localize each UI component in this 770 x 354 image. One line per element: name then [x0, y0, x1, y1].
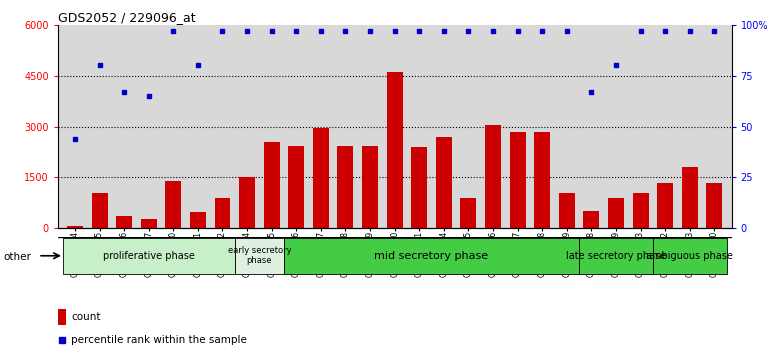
Bar: [681, 167, 698, 228]
Text: ambiguous phase: ambiguous phase: [646, 251, 733, 261]
Bar: [141, 219, 157, 228]
Bar: [288, 146, 304, 228]
Bar: [706, 183, 722, 228]
Text: percentile rank within the sample: percentile rank within the sample: [71, 335, 247, 346]
Bar: [313, 128, 329, 228]
Bar: [534, 132, 550, 228]
Bar: [559, 193, 574, 228]
Text: GDS2052 / 229096_at: GDS2052 / 229096_at: [58, 11, 196, 24]
Bar: [239, 177, 255, 228]
Bar: [436, 137, 452, 228]
Bar: [608, 198, 624, 228]
Bar: [58, 309, 65, 325]
Bar: [460, 198, 477, 228]
Bar: [579, 238, 653, 274]
Text: count: count: [71, 312, 101, 322]
Text: late secretory phase: late secretory phase: [566, 251, 666, 261]
Bar: [235, 238, 284, 274]
Bar: [485, 125, 501, 228]
Bar: [263, 142, 280, 228]
Text: early secretory
phase: early secretory phase: [228, 246, 291, 266]
Bar: [387, 72, 403, 228]
Text: other: other: [4, 252, 32, 262]
Bar: [657, 183, 673, 228]
Bar: [284, 238, 579, 274]
Bar: [190, 212, 206, 228]
Bar: [584, 211, 599, 228]
Bar: [653, 238, 727, 274]
Bar: [92, 193, 108, 228]
Bar: [362, 146, 378, 228]
Bar: [116, 216, 132, 228]
Bar: [510, 132, 526, 228]
Bar: [411, 147, 427, 228]
Bar: [215, 198, 230, 228]
Bar: [337, 146, 353, 228]
Bar: [62, 238, 235, 274]
Bar: [632, 193, 648, 228]
Bar: [67, 226, 83, 228]
Text: proliferative phase: proliferative phase: [102, 251, 195, 261]
Bar: [166, 181, 181, 228]
Text: mid secretory phase: mid secretory phase: [374, 251, 489, 261]
